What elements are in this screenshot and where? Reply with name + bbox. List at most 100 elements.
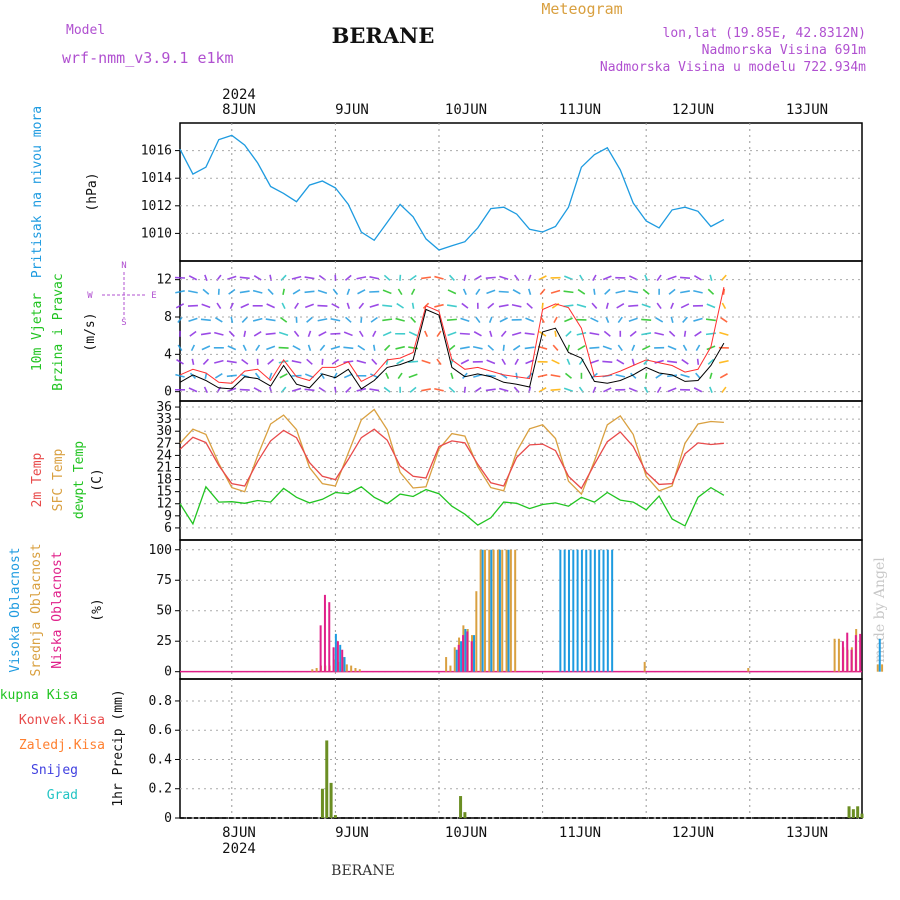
top-date-label: 10JUN	[445, 102, 487, 118]
wind-arrow	[564, 275, 573, 281]
wind-arrow	[436, 358, 442, 366]
wind-arrow	[252, 317, 263, 322]
wind-arrow	[371, 358, 378, 365]
wind-arrow	[317, 318, 328, 322]
wind-arrow	[577, 288, 586, 295]
y-tick-label: 1012	[141, 199, 172, 214]
bar-mark	[572, 549, 575, 672]
wind-arrow	[409, 274, 417, 281]
wind-arrow	[384, 344, 391, 351]
bar-mark	[492, 549, 495, 672]
pressure-labels: Pritisak na nivou mora (hPa)	[30, 106, 100, 278]
wind-arrow	[563, 290, 574, 294]
wind-arrow	[306, 358, 313, 365]
panel-frame	[179, 678, 863, 819]
wind-arrow	[682, 316, 688, 323]
wind-arrow	[188, 317, 198, 322]
wind-arrow	[720, 316, 728, 323]
wind-arrow	[203, 386, 208, 394]
bar-mark	[856, 806, 860, 818]
wind-arrow	[372, 330, 377, 338]
panel-border	[179, 260, 863, 402]
bar-mark	[567, 549, 570, 672]
wind-arrow	[317, 289, 328, 294]
wind-arrow	[227, 345, 237, 351]
wind-arrow	[487, 344, 495, 351]
y-tick-label: 12	[156, 497, 172, 512]
wind-arrow	[421, 375, 431, 376]
wind-arrow	[525, 317, 535, 323]
precip-ylabel: 1hr Precip (mm)	[111, 689, 126, 806]
wind-arrow	[459, 346, 470, 350]
bar-mark	[315, 668, 318, 672]
bar-mark	[498, 549, 501, 672]
wind-arrow	[330, 345, 341, 350]
wind-arrow	[656, 386, 662, 394]
bar-mark	[334, 633, 337, 672]
y-tick-label: 25	[156, 634, 172, 649]
wind-arrow	[385, 372, 390, 380]
wind-arrow	[293, 330, 300, 338]
wind-arrow	[696, 358, 700, 365]
bar-mark	[473, 635, 476, 672]
wind-arrow	[226, 360, 237, 364]
panel-frame	[179, 400, 863, 541]
bar-mark	[333, 815, 337, 818]
bar-mark	[479, 549, 482, 672]
wind-arrow	[305, 373, 314, 379]
wind-arrow	[447, 331, 457, 337]
wind-arrow	[462, 372, 468, 379]
bar-mark	[336, 641, 339, 672]
wind-arrow	[603, 330, 611, 337]
wind-arrow	[317, 304, 328, 307]
bar-mark	[580, 549, 583, 672]
wind-arrow	[331, 303, 340, 309]
wind-arrow	[278, 331, 289, 336]
wind-arrow	[670, 316, 674, 323]
bar-mark	[464, 629, 467, 672]
wind-arrow	[644, 274, 649, 282]
elevation-info: Nadmorska Visina 691m	[702, 43, 867, 58]
y-tick-label: 0.4	[149, 752, 173, 767]
wind-arrow	[357, 289, 366, 295]
wind-arrow	[576, 331, 587, 336]
wind-arrow	[628, 387, 638, 393]
wind-arrow	[693, 317, 703, 322]
bar-mark	[462, 635, 465, 672]
wind-arrow	[450, 372, 454, 379]
bottom-date-label: 10JUN	[445, 825, 487, 841]
wind-arrow	[267, 358, 275, 365]
wind-arrow	[461, 302, 469, 309]
bar-mark	[611, 549, 614, 672]
wind-arrow	[462, 288, 467, 296]
wind-arrow	[230, 316, 234, 323]
y-tick-label: 12	[156, 273, 172, 288]
y-tick-label: 36	[156, 400, 172, 415]
wind-arrow	[655, 372, 663, 379]
wind-arrow	[550, 388, 561, 391]
wind-arrow	[486, 359, 496, 365]
bar-mark	[463, 812, 467, 818]
wind-arrow	[486, 289, 496, 295]
wind-arrow	[719, 359, 729, 364]
top-date-label: 8JUN	[222, 102, 256, 118]
wind-arrow	[602, 275, 612, 281]
wind-ylabel: Brzina i Pravac	[51, 273, 66, 390]
wind-arrow	[434, 275, 444, 280]
y-tick-label: 1014	[141, 171, 172, 186]
wind-arrow	[304, 303, 315, 309]
bar-mark	[459, 796, 463, 818]
wind-arrow	[320, 372, 325, 380]
y-tick-label: 0.6	[149, 723, 172, 738]
bar-mark	[345, 664, 348, 672]
wind-arrow	[344, 274, 352, 281]
wind-arrow	[719, 373, 728, 379]
y-tick-label: 0	[164, 811, 172, 826]
wind-arrow	[408, 373, 418, 379]
y-tick-label: 21	[156, 460, 172, 475]
y-tick-label: 8	[164, 310, 172, 325]
wind-arrow	[592, 274, 597, 282]
wind-arrow	[541, 302, 544, 309]
wind-arrow	[411, 302, 415, 309]
bar-mark	[860, 813, 864, 818]
